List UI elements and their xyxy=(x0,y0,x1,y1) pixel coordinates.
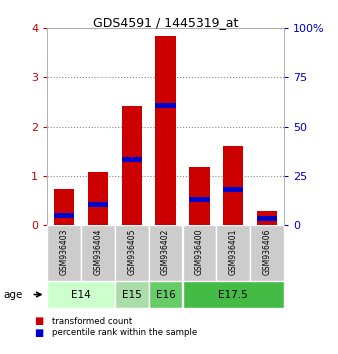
Bar xyxy=(216,225,250,281)
Bar xyxy=(155,103,176,108)
Text: ■: ■ xyxy=(34,328,43,338)
Text: GSM936404: GSM936404 xyxy=(94,229,102,275)
Bar xyxy=(183,225,216,281)
Bar xyxy=(257,216,277,221)
Bar xyxy=(257,211,277,225)
Bar xyxy=(88,202,108,207)
Bar xyxy=(115,225,149,281)
Bar xyxy=(47,225,81,281)
Text: GSM936402: GSM936402 xyxy=(161,229,170,275)
Bar xyxy=(122,158,142,162)
Bar xyxy=(88,172,108,225)
Bar xyxy=(122,106,142,225)
Bar xyxy=(183,281,284,308)
Text: GSM936406: GSM936406 xyxy=(263,229,271,275)
Text: percentile rank within the sample: percentile rank within the sample xyxy=(52,328,198,337)
Text: GDS4591 / 1445319_at: GDS4591 / 1445319_at xyxy=(93,16,238,29)
Text: ■: ■ xyxy=(34,316,43,326)
Text: age: age xyxy=(3,290,23,299)
Bar xyxy=(189,167,210,225)
Text: transformed count: transformed count xyxy=(52,316,132,326)
Bar xyxy=(223,187,243,192)
Text: GSM936403: GSM936403 xyxy=(60,229,69,275)
Bar xyxy=(115,281,149,308)
Bar xyxy=(149,225,183,281)
Bar xyxy=(54,213,74,218)
Bar xyxy=(223,146,243,225)
Text: GSM936400: GSM936400 xyxy=(195,229,204,275)
Text: E16: E16 xyxy=(156,290,175,300)
Bar xyxy=(155,36,176,225)
Text: E14: E14 xyxy=(71,290,91,300)
Text: GSM936401: GSM936401 xyxy=(229,229,238,275)
Text: GSM936405: GSM936405 xyxy=(127,229,136,275)
Bar xyxy=(47,281,115,308)
Text: E17.5: E17.5 xyxy=(218,290,248,300)
Bar xyxy=(81,225,115,281)
Text: E15: E15 xyxy=(122,290,142,300)
Bar xyxy=(149,281,183,308)
Bar xyxy=(189,197,210,202)
Bar xyxy=(250,225,284,281)
Bar xyxy=(54,189,74,225)
